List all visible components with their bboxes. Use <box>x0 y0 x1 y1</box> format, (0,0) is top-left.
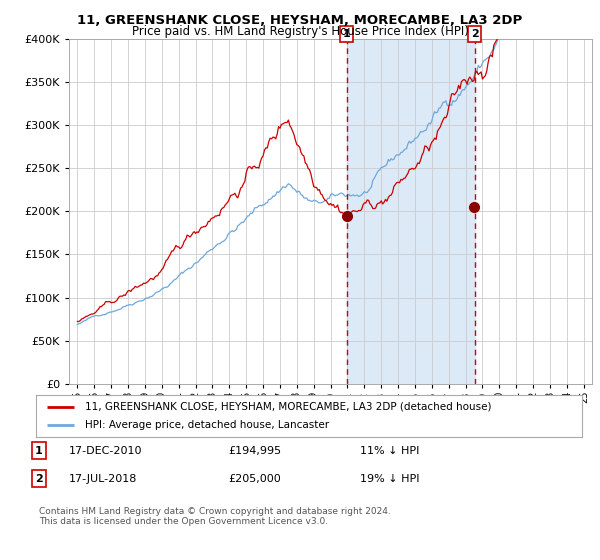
Text: 11% ↓ HPI: 11% ↓ HPI <box>360 446 419 456</box>
Text: Price paid vs. HM Land Registry's House Price Index (HPI): Price paid vs. HM Land Registry's House … <box>131 25 469 38</box>
Text: 1: 1 <box>35 446 43 456</box>
Text: 11, GREENSHANK CLOSE, HEYSHAM, MORECAMBE, LA3 2DP: 11, GREENSHANK CLOSE, HEYSHAM, MORECAMBE… <box>77 14 523 27</box>
Text: 1: 1 <box>343 29 350 39</box>
Text: 17-DEC-2010: 17-DEC-2010 <box>69 446 143 456</box>
Text: HPI: Average price, detached house, Lancaster: HPI: Average price, detached house, Lanc… <box>85 420 329 430</box>
Text: 2: 2 <box>35 474 43 484</box>
Text: 19% ↓ HPI: 19% ↓ HPI <box>360 474 419 484</box>
Text: 17-JUL-2018: 17-JUL-2018 <box>69 474 137 484</box>
Text: £205,000: £205,000 <box>228 474 281 484</box>
Text: £194,995: £194,995 <box>228 446 281 456</box>
Text: Contains HM Land Registry data © Crown copyright and database right 2024.
This d: Contains HM Land Registry data © Crown c… <box>39 507 391 526</box>
Text: 11, GREENSHANK CLOSE, HEYSHAM, MORECAMBE, LA3 2DP (detached house): 11, GREENSHANK CLOSE, HEYSHAM, MORECAMBE… <box>85 402 491 412</box>
Bar <box>347 39 475 384</box>
Text: 2: 2 <box>471 29 479 39</box>
